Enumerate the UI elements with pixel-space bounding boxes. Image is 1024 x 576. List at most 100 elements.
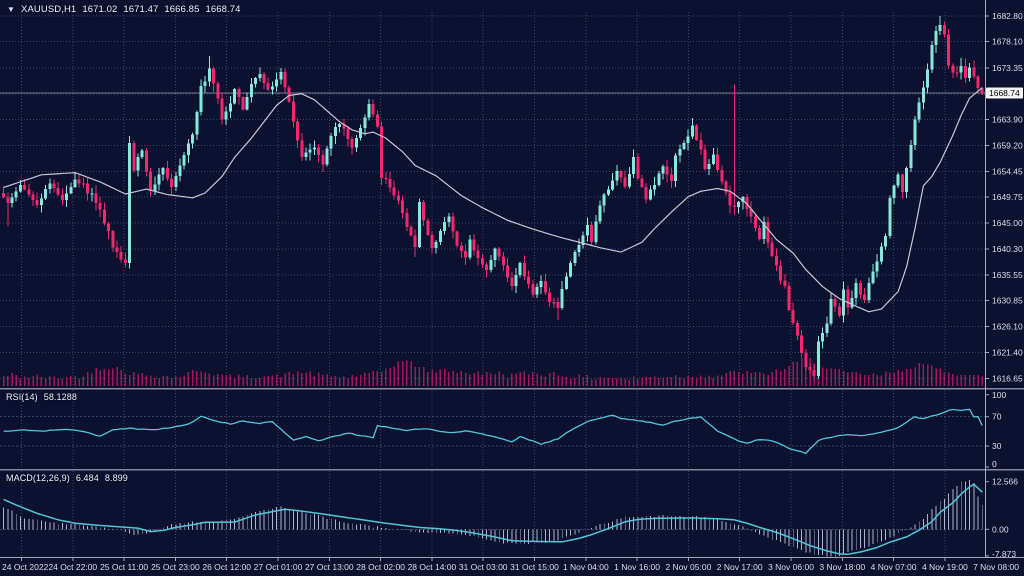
volume-bar bbox=[910, 369, 912, 386]
candle-body bbox=[329, 136, 333, 149]
candle-body bbox=[485, 264, 489, 271]
candle-body bbox=[892, 185, 896, 199]
volume-bar bbox=[830, 368, 832, 386]
candle-body bbox=[590, 225, 594, 242]
volume-bar bbox=[935, 368, 937, 386]
candle-body bbox=[94, 193, 98, 203]
candle-body bbox=[174, 176, 178, 188]
volume-bar bbox=[725, 372, 727, 386]
candle-body bbox=[867, 283, 871, 300]
candle-body bbox=[749, 208, 753, 217]
volume-bar bbox=[208, 373, 211, 386]
price-tick-label: 1654.45 bbox=[992, 166, 1023, 176]
volume-bar bbox=[410, 361, 412, 386]
volume-bar bbox=[82, 376, 85, 386]
candle-body bbox=[573, 251, 577, 263]
volume-bar bbox=[952, 374, 954, 386]
volume-bar bbox=[548, 372, 551, 386]
candle-body bbox=[560, 288, 564, 308]
volume-bar bbox=[301, 373, 303, 386]
volume-bar bbox=[473, 372, 475, 386]
volume-bar bbox=[712, 377, 715, 386]
candle-body bbox=[543, 280, 547, 293]
candle-body bbox=[476, 250, 480, 258]
candle-body bbox=[695, 125, 699, 140]
volume-bar bbox=[977, 374, 979, 386]
candle-body bbox=[18, 184, 22, 192]
volume-bar bbox=[742, 373, 744, 386]
volume-bar bbox=[523, 371, 526, 386]
volume-bar bbox=[196, 370, 198, 386]
time-tick-label: 28 Oct 02:00 bbox=[356, 562, 405, 572]
time-tick-label: 26 Oct 12:00 bbox=[202, 562, 251, 572]
candle-body bbox=[518, 262, 522, 276]
candle-body bbox=[367, 104, 371, 118]
volume-bar bbox=[149, 375, 152, 386]
volume-bar bbox=[641, 377, 643, 386]
candle-body bbox=[489, 259, 493, 271]
volume-bar bbox=[141, 372, 143, 386]
volume-bar bbox=[288, 371, 290, 386]
volume-bar bbox=[427, 371, 429, 386]
candle-body bbox=[724, 181, 728, 193]
candle-body bbox=[959, 65, 963, 73]
candle-body bbox=[711, 154, 715, 165]
volume-bar bbox=[259, 378, 261, 386]
volume-bar bbox=[729, 371, 731, 386]
candle-body bbox=[237, 88, 241, 98]
volume-bar bbox=[179, 377, 181, 386]
volume-bar bbox=[233, 378, 236, 386]
volume-bar bbox=[40, 377, 43, 386]
candle-body bbox=[140, 150, 144, 158]
volume-bar bbox=[632, 376, 635, 386]
volume-bar bbox=[7, 375, 9, 386]
volume-bar bbox=[464, 373, 467, 386]
volume-bar bbox=[103, 368, 106, 386]
candle-body bbox=[581, 235, 585, 245]
candle-body bbox=[132, 143, 136, 171]
volume-bar bbox=[137, 374, 139, 386]
volume-bar bbox=[779, 371, 782, 386]
candle-body bbox=[10, 197, 14, 203]
time-tick-label: 7 Nov 08:00 bbox=[973, 562, 1019, 572]
volume-bar bbox=[28, 377, 30, 386]
volume-bar bbox=[418, 366, 421, 386]
volume-bar bbox=[695, 377, 698, 386]
candle-body bbox=[745, 197, 749, 209]
candle-body bbox=[283, 72, 287, 88]
candle-body bbox=[875, 261, 879, 272]
volume-bar bbox=[452, 371, 454, 386]
volume-bar bbox=[876, 374, 878, 386]
candle-body bbox=[111, 231, 115, 248]
candle-body bbox=[506, 265, 510, 278]
volume-bar bbox=[628, 379, 631, 386]
volume-bar bbox=[15, 375, 17, 386]
price-tick-label: 1640.30 bbox=[992, 244, 1023, 254]
volume-bar bbox=[498, 371, 500, 386]
candle-body bbox=[149, 171, 153, 192]
price-tick-label: 1649.75 bbox=[992, 192, 1023, 202]
volume-bar bbox=[326, 373, 328, 386]
volume-bar bbox=[599, 377, 601, 386]
candle-body bbox=[77, 179, 81, 184]
candle-body bbox=[556, 302, 560, 308]
candle-body bbox=[31, 194, 35, 201]
volume-bar bbox=[796, 362, 799, 386]
symbol-dropdown-icon[interactable]: ▼ bbox=[7, 5, 16, 14]
volume-bar bbox=[313, 375, 316, 386]
time-tick-label: 31 Oct 15:00 bbox=[510, 562, 559, 572]
time-tick-label: 24 Oct 22:00 bbox=[48, 562, 97, 572]
candle-body bbox=[972, 67, 976, 77]
time-tick-label: 25 Oct 23:00 bbox=[151, 562, 200, 572]
candle-body bbox=[317, 147, 321, 156]
volume-bar bbox=[771, 371, 773, 386]
rsi-name: RSI(14) bbox=[6, 392, 38, 402]
volume-bar bbox=[687, 376, 689, 386]
current-price-tag bbox=[986, 87, 1023, 99]
candle-body bbox=[829, 298, 833, 324]
candle-body bbox=[842, 289, 846, 316]
volume-bar bbox=[767, 374, 769, 386]
candle-body bbox=[779, 265, 783, 281]
candle-body bbox=[501, 256, 505, 266]
